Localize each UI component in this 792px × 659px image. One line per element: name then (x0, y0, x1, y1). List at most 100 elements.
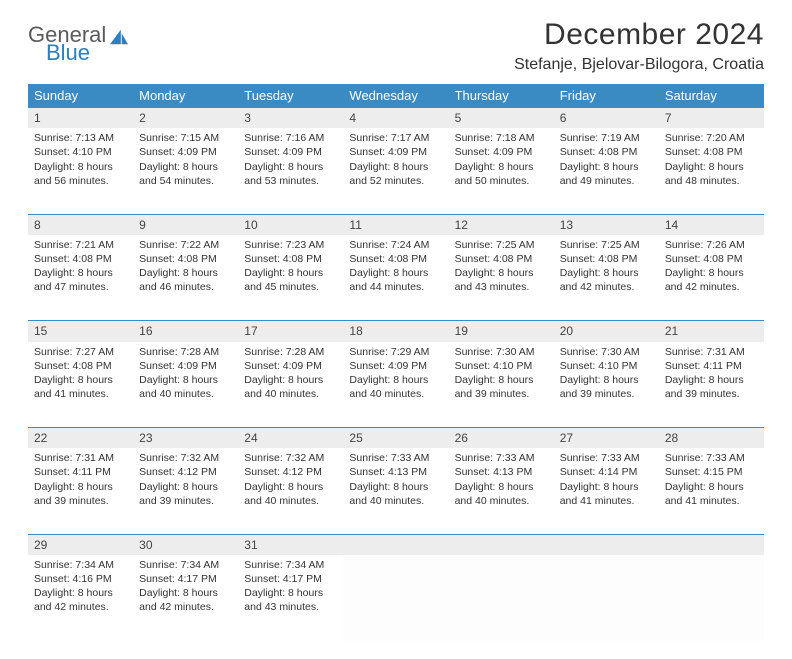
sunset-line: Sunset: 4:10 PM (560, 359, 653, 373)
day-cell: Sunrise: 7:30 AMSunset: 4:10 PMDaylight:… (449, 342, 554, 428)
day-cell-body: Sunrise: 7:16 AMSunset: 4:09 PMDaylight:… (238, 128, 343, 194)
day-number-cell: 6 (554, 108, 659, 129)
day-number-cell: 17 (238, 321, 343, 342)
logo: General Blue (28, 18, 130, 64)
day-cell-body: Sunrise: 7:28 AMSunset: 4:09 PMDaylight:… (238, 342, 343, 408)
calendar-page: General Blue December 2024 Stefanje, Bje… (0, 0, 792, 659)
day-cell (659, 555, 764, 641)
day-number-cell: 4 (343, 108, 448, 129)
day-number-cell (449, 534, 554, 555)
daylight-line: Daylight: 8 hours and 40 minutes. (349, 373, 442, 401)
sunrise-line: Sunrise: 7:33 AM (665, 451, 758, 465)
sunset-line: Sunset: 4:08 PM (139, 252, 232, 266)
day-cell: Sunrise: 7:33 AMSunset: 4:15 PMDaylight:… (659, 448, 764, 534)
sunrise-line: Sunrise: 7:32 AM (244, 451, 337, 465)
day-header: Wednesday (343, 84, 448, 108)
daylight-line: Daylight: 8 hours and 47 minutes. (34, 266, 127, 294)
day-cell: Sunrise: 7:21 AMSunset: 4:08 PMDaylight:… (28, 235, 133, 321)
day-number-cell (554, 534, 659, 555)
sunset-line: Sunset: 4:16 PM (34, 572, 127, 586)
day-cell-body: Sunrise: 7:25 AMSunset: 4:08 PMDaylight:… (554, 235, 659, 301)
daylight-line: Daylight: 8 hours and 41 minutes. (34, 373, 127, 401)
sunset-line: Sunset: 4:12 PM (139, 465, 232, 479)
day-cell: Sunrise: 7:17 AMSunset: 4:09 PMDaylight:… (343, 128, 448, 214)
day-number-cell: 22 (28, 428, 133, 449)
day-cell-body: Sunrise: 7:34 AMSunset: 4:17 PMDaylight:… (238, 555, 343, 621)
sunset-line: Sunset: 4:09 PM (139, 359, 232, 373)
day-cell-body: Sunrise: 7:26 AMSunset: 4:08 PMDaylight:… (659, 235, 764, 301)
day-number-cell: 27 (554, 428, 659, 449)
day-number-cell: 24 (238, 428, 343, 449)
day-number-cell: 12 (449, 214, 554, 235)
day-number-cell: 18 (343, 321, 448, 342)
daylight-line: Daylight: 8 hours and 42 minutes. (560, 266, 653, 294)
sunset-line: Sunset: 4:12 PM (244, 465, 337, 479)
sunrise-line: Sunrise: 7:33 AM (455, 451, 548, 465)
sunrise-line: Sunrise: 7:25 AM (455, 238, 548, 252)
sunrise-line: Sunrise: 7:22 AM (139, 238, 232, 252)
month-title: December 2024 (514, 18, 764, 52)
daylight-line: Daylight: 8 hours and 39 minutes. (665, 373, 758, 401)
daylight-line: Daylight: 8 hours and 42 minutes. (665, 266, 758, 294)
day-number-cell: 8 (28, 214, 133, 235)
sunrise-line: Sunrise: 7:21 AM (34, 238, 127, 252)
day-number-cell: 23 (133, 428, 238, 449)
day-number-cell: 5 (449, 108, 554, 129)
sunrise-line: Sunrise: 7:16 AM (244, 131, 337, 145)
day-cell-body: Sunrise: 7:29 AMSunset: 4:09 PMDaylight:… (343, 342, 448, 408)
daylight-line: Daylight: 8 hours and 46 minutes. (139, 266, 232, 294)
day-cell: Sunrise: 7:33 AMSunset: 4:13 PMDaylight:… (343, 448, 448, 534)
day-cell (449, 555, 554, 641)
day-cell: Sunrise: 7:19 AMSunset: 4:08 PMDaylight:… (554, 128, 659, 214)
day-header: Thursday (449, 84, 554, 108)
daylight-line: Daylight: 8 hours and 43 minutes. (455, 266, 548, 294)
sunrise-line: Sunrise: 7:29 AM (349, 345, 442, 359)
day-cell-body: Sunrise: 7:34 AMSunset: 4:16 PMDaylight:… (28, 555, 133, 621)
day-cell-body: Sunrise: 7:33 AMSunset: 4:15 PMDaylight:… (659, 448, 764, 514)
day-number-row: 15161718192021 (28, 321, 764, 342)
daylight-line: Daylight: 8 hours and 39 minutes. (455, 373, 548, 401)
day-cell-body: Sunrise: 7:17 AMSunset: 4:09 PMDaylight:… (343, 128, 448, 194)
day-cell-body: Sunrise: 7:32 AMSunset: 4:12 PMDaylight:… (238, 448, 343, 514)
week-row: Sunrise: 7:13 AMSunset: 4:10 PMDaylight:… (28, 128, 764, 214)
daylight-line: Daylight: 8 hours and 40 minutes. (349, 480, 442, 508)
day-header: Friday (554, 84, 659, 108)
day-cell: Sunrise: 7:23 AMSunset: 4:08 PMDaylight:… (238, 235, 343, 321)
day-cell: Sunrise: 7:32 AMSunset: 4:12 PMDaylight:… (238, 448, 343, 534)
day-cell-body: Sunrise: 7:25 AMSunset: 4:08 PMDaylight:… (449, 235, 554, 301)
day-cell: Sunrise: 7:33 AMSunset: 4:13 PMDaylight:… (449, 448, 554, 534)
sunset-line: Sunset: 4:10 PM (455, 359, 548, 373)
day-cell-body: Sunrise: 7:27 AMSunset: 4:08 PMDaylight:… (28, 342, 133, 408)
daylight-line: Daylight: 8 hours and 54 minutes. (139, 160, 232, 188)
sunset-line: Sunset: 4:08 PM (34, 252, 127, 266)
sunrise-line: Sunrise: 7:19 AM (560, 131, 653, 145)
day-cell-body: Sunrise: 7:30 AMSunset: 4:10 PMDaylight:… (449, 342, 554, 408)
logo-sail-icon (108, 28, 130, 46)
week-row: Sunrise: 7:34 AM Sunset: 4:16 PMDaylight:… (28, 555, 764, 641)
day-cell: Sunrise: 7:27 AMSunset: 4:08 PMDaylight:… (28, 342, 133, 428)
sunset-line: Sunset: 4:09 PM (244, 359, 337, 373)
title-block: December 2024 Stefanje, Bjelovar-Bilogor… (514, 18, 764, 74)
sunrise-line: Sunrise: 7:30 AM (455, 345, 548, 359)
logo-text: General Blue (28, 24, 106, 64)
day-cell-body: Sunrise: 7:20 AMSunset: 4:08 PMDaylight:… (659, 128, 764, 194)
day-cell: Sunrise: 7:22 AMSunset: 4:08 PMDaylight:… (133, 235, 238, 321)
day-cell-body: Sunrise: 7:18 AMSunset: 4:09 PMDaylight:… (449, 128, 554, 194)
day-cell-body: Sunrise: 7:13 AMSunset: 4:10 PMDaylight:… (28, 128, 133, 194)
day-cell-body: Sunrise: 7:31 AMSunset: 4:11 PMDaylight:… (659, 342, 764, 408)
day-number-cell: 10 (238, 214, 343, 235)
daylight-line: Daylight: 8 hours and 52 minutes. (349, 160, 442, 188)
sunrise-line: Sunrise: 7:34 AM (139, 558, 232, 572)
daylight-line: Daylight: 8 hours and 56 minutes. (34, 160, 127, 188)
day-number-cell: 7 (659, 108, 764, 129)
day-cell-body: Sunrise: 7:33 AMSunset: 4:14 PMDaylight:… (554, 448, 659, 514)
day-number-row: 293031 (28, 534, 764, 555)
daylight-line: Daylight: 8 hours and 42 minutes. (34, 586, 127, 614)
sunrise-line: Sunrise: 7:23 AM (244, 238, 337, 252)
day-number-cell: 26 (449, 428, 554, 449)
sunrise-line: Sunrise: 7:20 AM (665, 131, 758, 145)
day-header-row: SundayMondayTuesdayWednesdayThursdayFrid… (28, 84, 764, 108)
day-cell (343, 555, 448, 641)
daylight-line: Daylight: 8 hours and 40 minutes. (455, 480, 548, 508)
day-cell: Sunrise: 7:18 AMSunset: 4:09 PMDaylight:… (449, 128, 554, 214)
